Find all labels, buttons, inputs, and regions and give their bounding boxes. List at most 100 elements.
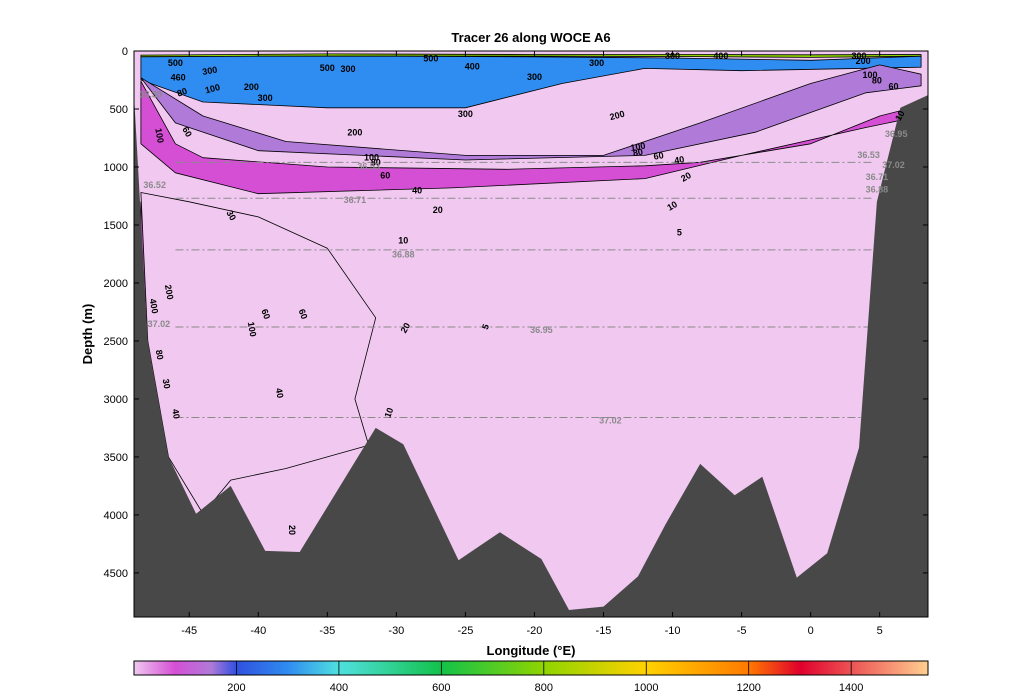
density-isolines	[175, 161, 873, 419]
isoline-label: 60	[297, 308, 310, 321]
x-tick-label: -10	[665, 625, 681, 637]
isoline-label: 100	[153, 127, 165, 144]
field-band-1	[140, 55, 922, 109]
field-band-2	[140, 64, 922, 161]
density-label: 37.02	[148, 319, 171, 329]
colorbar-tick-label: 200	[227, 682, 245, 693]
colorbar-tick-label: 1400	[839, 682, 863, 693]
density-label: 38.30	[139, 89, 162, 99]
isoline-label: 10	[383, 406, 396, 419]
isoline-label: 400	[465, 62, 480, 72]
density-label: 36.53	[857, 150, 880, 160]
density-label: 37.02	[599, 415, 622, 425]
plot-frame	[133, 50, 929, 618]
isoline-label: 300	[340, 64, 355, 74]
colorbar-tick-label: 1000	[634, 682, 658, 693]
isoline-label: 80	[371, 157, 381, 167]
isoline-label: 200	[856, 56, 871, 66]
x-tick-label: -15	[596, 625, 612, 637]
y-tick-label: 4500	[104, 568, 128, 580]
density-label: 36.95	[885, 129, 908, 139]
isoline-label: 60	[380, 171, 390, 181]
isoline-label: 60	[888, 81, 898, 91]
isoline-label: 40	[673, 154, 685, 166]
density-label: 36.71	[866, 172, 889, 182]
isoline-label: 20	[399, 321, 413, 335]
isoline-label: 400	[148, 298, 160, 315]
colorbar-ticks: 200 400 600 800 1000 1200 1400	[227, 661, 863, 693]
y-tick-label: 3500	[104, 452, 128, 464]
isoline-label: 300	[458, 109, 473, 119]
isoline-label: 30	[161, 378, 173, 390]
isoline-label: 200	[244, 82, 259, 92]
isoline-label: 5	[480, 323, 491, 331]
isoline-label: 10	[398, 236, 408, 246]
x-tick-label: -45	[181, 625, 197, 637]
y-tick-label: 2500	[104, 336, 128, 348]
isoline-label: 300	[527, 72, 542, 82]
isoline-label: 40	[274, 387, 286, 399]
x-tick-label: 5	[877, 625, 883, 637]
isoline-label: 20	[679, 170, 693, 184]
density-label: 36.52	[143, 180, 166, 190]
colorbar-tick-label: 800	[535, 682, 553, 693]
isoline-label: 20	[287, 525, 297, 535]
isoline-label: 80	[176, 86, 189, 99]
isoline-label: 300	[851, 51, 866, 61]
isoline-label: 80	[632, 147, 644, 159]
isoline-label: 300	[589, 58, 604, 68]
isoline-label: 10	[893, 109, 907, 123]
isoline-label: 60	[259, 308, 272, 321]
density-label: 36.95	[530, 325, 553, 335]
y-tick-label: 3000	[104, 394, 128, 406]
chart-title: Tracer 26 along WOCE A6	[451, 30, 610, 45]
density-label: 36.88	[866, 185, 889, 195]
isoline-label: 400	[713, 51, 728, 61]
isoline-label: 5	[677, 227, 682, 237]
y-axis-label: Depth (m)	[80, 304, 95, 365]
isoline-label: 40	[412, 186, 422, 196]
isoline-label: 500	[320, 63, 335, 73]
isoline-label: 80	[154, 349, 166, 361]
y-tick-label: 500	[110, 104, 128, 116]
x-tick-label: -5	[737, 625, 747, 637]
y-tick-label: 1000	[104, 162, 128, 174]
isoline-label: 60	[653, 150, 665, 162]
y-tick-label: 2000	[104, 278, 128, 290]
seafloor-shape	[134, 95, 928, 617]
isoline-label: 500	[168, 58, 183, 68]
isoline-label: 460	[171, 73, 186, 83]
x-tick-label: -25	[457, 625, 473, 637]
colorbar	[133, 660, 929, 676]
density-label: 36.53	[357, 161, 380, 171]
density-label: 36.71	[344, 195, 367, 205]
isoline-label: 100	[630, 140, 647, 152]
x-tick-label: -40	[250, 625, 266, 637]
isoline-label: 300	[258, 93, 273, 103]
colorbar-tick-label: 400	[330, 682, 348, 693]
isoline-label: 100	[862, 70, 877, 80]
seafloor	[134, 95, 928, 617]
density-label: 36.88	[392, 249, 415, 259]
y-tick-label: 4000	[104, 510, 128, 522]
colorbar-tick-label: 600	[432, 682, 450, 693]
isoline-label: 20	[433, 205, 443, 215]
y-axis: 0 500 1000 1500 2000 2500 3000 3500 4000 4500	[104, 46, 928, 580]
isoline-label: 10	[665, 199, 679, 213]
isoline-label: 200	[163, 284, 175, 301]
isoline-label: 500	[423, 53, 438, 63]
x-tick-label: -35	[319, 625, 335, 637]
x-axis: -45 -40 -35 -30 -25 -20 -15 -10 -5 0 5	[181, 51, 883, 637]
x-tick-label: -20	[526, 625, 542, 637]
colorbar-tick-label: 1200	[736, 682, 760, 693]
x-axis-label: Longitude (°E)	[487, 643, 576, 658]
isoline-label: 300	[665, 51, 680, 61]
density-label: 37.02	[882, 160, 905, 170]
isoline-label: 30	[224, 209, 238, 223]
isoline-label: 200	[347, 128, 362, 138]
isoline-label: 40	[170, 408, 182, 420]
x-tick-label: 0	[808, 625, 814, 637]
isoline-label: 100	[246, 321, 258, 338]
y-tick-label: 1500	[104, 220, 128, 232]
